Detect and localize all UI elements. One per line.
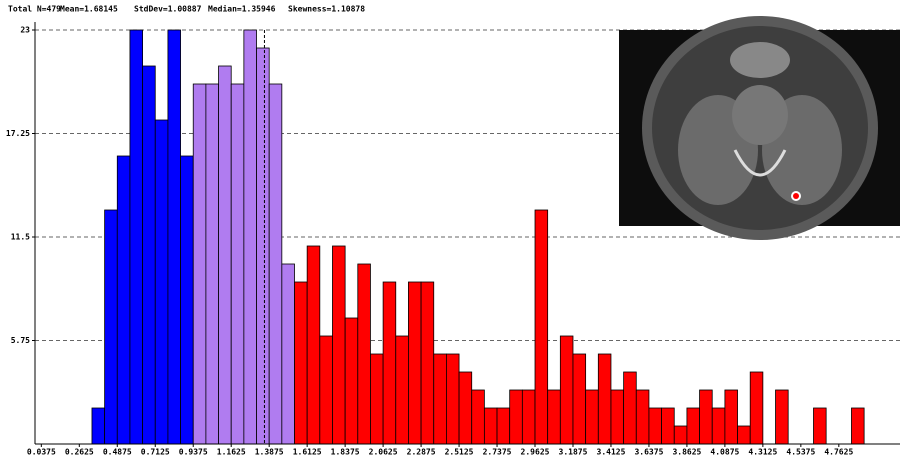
bar <box>383 282 396 444</box>
x-tick-label: 0.7125 <box>141 448 170 457</box>
header-stat: Median=1.35946 <box>208 4 276 14</box>
bar <box>181 156 194 444</box>
bar <box>421 282 434 444</box>
x-tick-label: 3.1875 <box>559 448 588 457</box>
bar <box>332 246 345 444</box>
x-tick-label: 4.5375 <box>786 448 815 457</box>
bar <box>117 156 130 444</box>
header-stat: Total N=479 <box>8 5 61 14</box>
bar <box>193 84 206 444</box>
x-tick-label: 0.0375 <box>27 448 56 457</box>
bar <box>725 390 738 444</box>
bar <box>750 372 763 444</box>
bar <box>231 84 244 444</box>
bar <box>700 390 713 444</box>
x-tick-label: 2.2875 <box>407 448 436 457</box>
header-stat: Skewness=1.10878 <box>288 5 365 14</box>
x-tick-label: 3.4125 <box>597 448 626 457</box>
bar <box>345 318 358 444</box>
bar <box>662 408 675 444</box>
x-tick-label: 0.2625 <box>65 448 94 457</box>
bar <box>92 408 105 444</box>
x-tick-label: 2.0625 <box>369 448 398 457</box>
bar <box>219 66 232 444</box>
y-tick-label: 23 <box>20 26 30 35</box>
bar <box>548 390 561 444</box>
x-tick-label: 1.1625 <box>217 448 246 457</box>
bar <box>130 30 143 444</box>
bar <box>586 390 599 444</box>
bar <box>522 390 535 444</box>
bar <box>282 264 295 444</box>
bar <box>497 408 510 444</box>
bar <box>472 390 485 444</box>
bar <box>143 66 156 444</box>
bar <box>459 372 472 444</box>
bar <box>307 246 320 444</box>
y-tick-label: 11.5 <box>11 233 30 242</box>
bar <box>649 408 662 444</box>
x-tick-label: 0.4875 <box>103 448 132 457</box>
x-tick-label: 1.8375 <box>331 448 360 457</box>
bar <box>510 390 523 444</box>
bar <box>257 48 270 444</box>
bar <box>535 210 548 444</box>
bar <box>560 336 573 444</box>
header-stat: StdDev=1.00887 <box>134 5 202 14</box>
x-tick-label: 2.5125 <box>445 448 474 457</box>
bar <box>269 84 282 444</box>
x-tick-label: 0.9375 <box>179 448 208 457</box>
bar <box>320 336 333 444</box>
bar <box>434 354 447 444</box>
bar <box>396 336 409 444</box>
bar <box>624 372 637 444</box>
bar <box>244 30 257 444</box>
bar <box>484 408 497 444</box>
y-tick-label: 5.75 <box>11 336 30 345</box>
bar <box>776 390 789 444</box>
bar <box>446 354 459 444</box>
bar <box>738 426 751 444</box>
bar <box>598 354 611 444</box>
x-tick-label: 4.3125 <box>748 448 777 457</box>
x-tick-label: 2.9625 <box>521 448 550 457</box>
header-stat: Mean=1.68145 <box>60 5 118 14</box>
x-tick-label: 1.3875 <box>255 448 284 457</box>
bar <box>295 282 308 444</box>
bar <box>814 408 827 444</box>
x-tick-label: 2.7375 <box>483 448 512 457</box>
bar <box>370 354 383 444</box>
bar <box>636 390 649 444</box>
y-tick-label: 17.25 <box>6 129 30 138</box>
brain-scan-image <box>619 16 900 240</box>
x-tick-label: 4.0875 <box>710 448 739 457</box>
bar <box>155 120 168 444</box>
bar <box>168 30 181 444</box>
x-tick-label: 4.7625 <box>824 448 853 457</box>
bar <box>408 282 421 444</box>
bar <box>206 84 219 444</box>
bar <box>358 264 371 444</box>
x-tick-label: 3.6375 <box>634 448 663 457</box>
bar <box>611 390 624 444</box>
bar <box>712 408 725 444</box>
chart: Total N=479Mean=1.68145 StdDev=1.00887 Med… <box>0 0 904 458</box>
x-tick-label: 3.8625 <box>672 448 701 457</box>
bar <box>674 426 687 444</box>
bar <box>851 408 864 444</box>
bar <box>687 408 700 444</box>
bar <box>105 210 118 444</box>
x-tick-label: 1.6125 <box>293 448 322 457</box>
bar <box>573 354 586 444</box>
